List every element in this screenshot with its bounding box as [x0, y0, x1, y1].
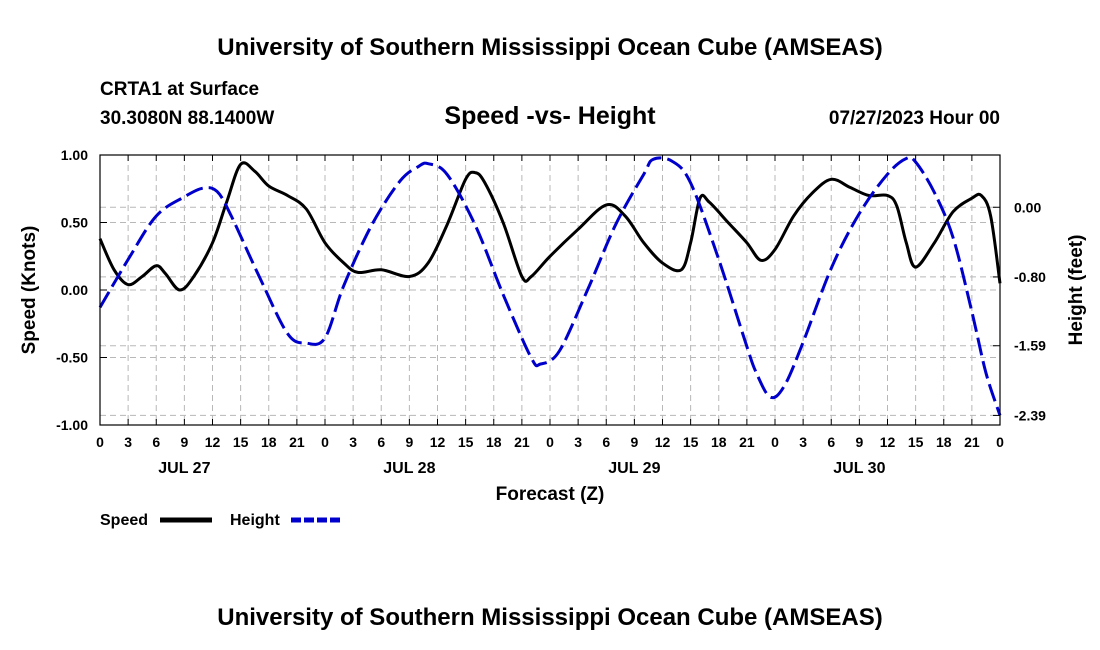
x-tick-label: 18: [711, 434, 727, 450]
y-axis-label-left: Speed (Knots): [19, 226, 40, 355]
right-tick-label: -2.39: [1014, 407, 1046, 423]
chart-title-bottom: University of Southern Mississippi Ocean…: [217, 604, 882, 631]
series-line-speed: [98, 161, 1002, 292]
x-tick-label: 9: [630, 434, 638, 450]
x-tick-label: 18: [936, 434, 952, 450]
series-line-height: [98, 155, 1002, 416]
x-tick-label: 15: [458, 434, 474, 450]
x-tick-label: 15: [908, 434, 924, 450]
x-tick-label: 18: [261, 434, 277, 450]
date-label: JUL 28: [383, 460, 435, 477]
left-tick-label: -1.00: [56, 417, 88, 433]
grid: [100, 155, 1000, 425]
x-tick-label: 0: [771, 434, 779, 450]
x-tick-label: 15: [683, 434, 699, 450]
x-axis-label: Forecast (Z): [496, 484, 605, 505]
legend-speed-label: Speed: [100, 512, 148, 529]
x-tick-label: 12: [655, 434, 671, 450]
x-tick-label: 6: [602, 434, 610, 450]
station-name: CRTA1 at Surface: [100, 79, 259, 100]
right-tick-label: -0.80: [1014, 269, 1046, 285]
date-label: JUL 29: [608, 460, 660, 477]
x-tick-label: 0: [546, 434, 554, 450]
x-tick-label: 21: [739, 434, 755, 450]
axes: 0 3 6 9 12 15 18 21 0 3 6 9 12 15 18 21 0 3 6 9 12 15 18 21 0 3 6 9…: [56, 147, 1046, 477]
x-tick-label: 6: [377, 434, 385, 450]
left-tick-label: 0.00: [61, 282, 88, 298]
x-tick-label: 3: [799, 434, 807, 450]
x-tick-label: 12: [880, 434, 896, 450]
x-tick-label: 3: [574, 434, 582, 450]
plot-title: Speed -vs- Height: [444, 102, 656, 130]
x-tick-label: 6: [152, 434, 160, 450]
left-tick-label: 0.50: [61, 215, 88, 231]
x-tick-label: 21: [964, 434, 980, 450]
legend: Speed Height: [100, 512, 343, 529]
legend-height-label: Height: [230, 512, 280, 529]
left-tick-label: 1.00: [61, 147, 88, 163]
x-tick-label: 3: [349, 434, 357, 450]
chart-title-top: University of Southern Mississippi Ocean…: [217, 34, 882, 61]
x-tick-label: 12: [430, 434, 446, 450]
x-tick-label: 9: [405, 434, 413, 450]
right-tick-label: 0.00: [1014, 199, 1041, 215]
date-label: JUL 30: [833, 460, 885, 477]
x-tick-label: 21: [289, 434, 305, 450]
forecast-date: 07/27/2023 Hour 00: [829, 108, 1000, 129]
x-tick-label: 0: [96, 434, 104, 450]
y-axis-label-right: Height (feet): [1066, 235, 1087, 346]
x-tick-label: 12: [205, 434, 221, 450]
date-label: JUL 27: [158, 460, 210, 477]
series-lines: [98, 155, 1002, 416]
x-tick-label: 9: [855, 434, 863, 450]
x-tick-label: 3: [124, 434, 132, 450]
x-tick-label: 0: [996, 434, 1004, 450]
x-tick-label: 18: [486, 434, 502, 450]
right-tick-label: -1.59: [1014, 338, 1046, 354]
left-tick-label: -0.50: [56, 350, 88, 366]
x-tick-label: 6: [827, 434, 835, 450]
station-position: 30.3080N 88.1400W: [100, 108, 274, 129]
x-tick-label: 21: [514, 434, 530, 450]
x-tick-label: 15: [233, 434, 249, 450]
x-tick-label: 9: [180, 434, 188, 450]
x-tick-label: 0: [321, 434, 329, 450]
